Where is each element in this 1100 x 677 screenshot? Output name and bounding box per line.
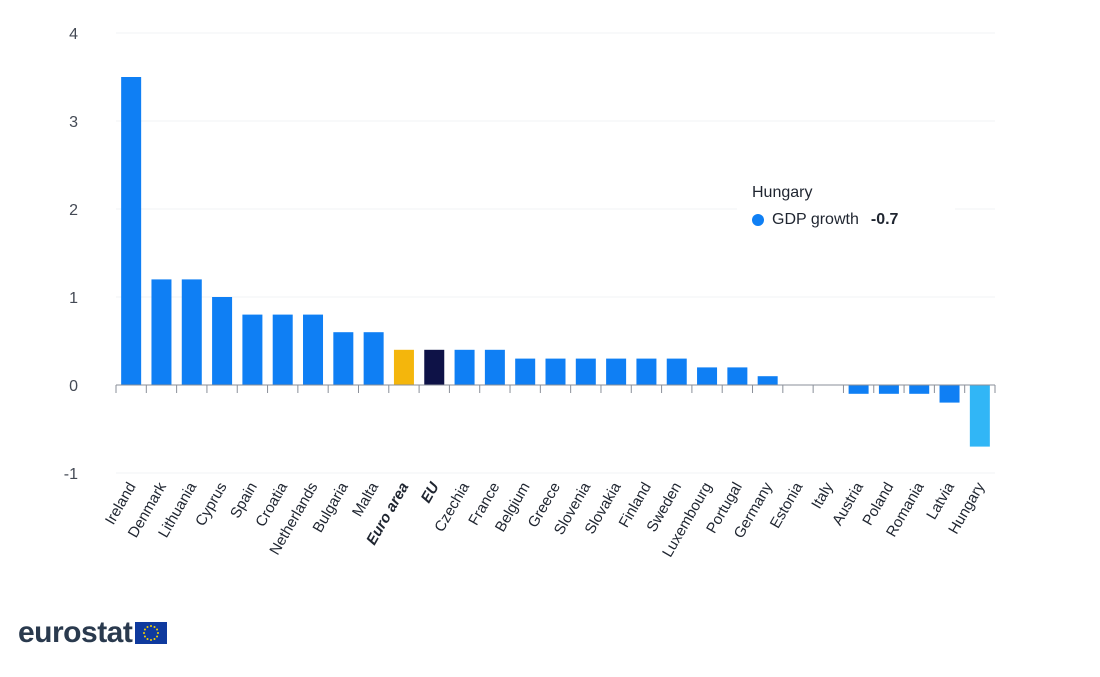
bar-lithuania[interactable] <box>181 279 202 385</box>
bar-slovakia[interactable] <box>606 358 627 385</box>
y-tick-label: 3 <box>69 114 78 131</box>
tooltip: Hungary GDP growth -0.7 <box>737 176 955 264</box>
y-tick-label: 0 <box>69 378 78 395</box>
x-tick-label: EU <box>418 478 444 506</box>
bar-bulgaria[interactable] <box>333 332 354 385</box>
y-axis: -1 0 1 2 3 4 <box>64 26 78 483</box>
bar-malta[interactable] <box>363 332 384 385</box>
flag-star-icon <box>150 639 153 641</box>
flag-star-icon <box>157 632 160 634</box>
bars <box>121 77 990 447</box>
tooltip-value: -0.7 <box>870 211 899 228</box>
bar-netherlands[interactable] <box>303 314 324 385</box>
tooltip-row: GDP growth -0.7 <box>752 211 898 229</box>
flag-star-icon <box>143 632 146 634</box>
bar-spain[interactable] <box>242 314 263 385</box>
tooltip-series-label: GDP growth <box>772 211 859 228</box>
bar-romania[interactable] <box>909 385 930 394</box>
y-tick-label: 4 <box>69 26 78 43</box>
logo-text: eurostat <box>18 616 133 649</box>
x-tick-label: Italy <box>808 479 837 512</box>
grid-lines <box>116 32 995 474</box>
flag-star-icon <box>153 625 156 628</box>
flag-star-icon <box>156 628 159 631</box>
eu-flag-icon <box>135 622 168 644</box>
y-tick-label: -1 <box>64 466 78 483</box>
bar-finland[interactable] <box>636 358 657 385</box>
eurostat-logo[interactable]: eurostat <box>18 616 168 650</box>
bar-sweden[interactable] <box>666 358 687 385</box>
bar-euro-area[interactable] <box>393 349 414 385</box>
series-dot-icon <box>752 214 764 226</box>
flag-star-icon <box>156 635 159 638</box>
flag-star-icon <box>146 625 149 628</box>
bar-latvia[interactable] <box>939 385 960 403</box>
bar-slovenia[interactable] <box>575 358 596 385</box>
bar-croatia[interactable] <box>272 314 293 385</box>
flag-star-icon <box>144 628 147 631</box>
bar-portugal[interactable] <box>727 367 748 385</box>
bar-austria[interactable] <box>848 385 869 394</box>
bar-poland[interactable] <box>878 385 899 394</box>
bar-germany[interactable] <box>757 376 778 385</box>
bar-cyprus[interactable] <box>212 297 233 385</box>
bar-ireland[interactable] <box>121 77 142 385</box>
flag-star-icon <box>144 635 147 638</box>
bar-eu[interactable] <box>424 349 445 385</box>
bar-luxembourg[interactable] <box>697 367 718 385</box>
flag-star-icon <box>150 625 153 627</box>
bar-greece[interactable] <box>545 358 566 385</box>
y-tick-label: 1 <box>69 290 78 307</box>
bar-belgium[interactable] <box>515 358 536 385</box>
y-tick-label: 2 <box>69 202 78 219</box>
bar-france[interactable] <box>484 349 505 385</box>
bar-denmark[interactable] <box>151 279 172 385</box>
bar-hungary[interactable] <box>969 385 990 447</box>
flag-star-icon <box>153 638 156 641</box>
flag-star-icon <box>146 638 149 641</box>
bar-czechia[interactable] <box>454 349 475 385</box>
tooltip-title: Hungary <box>752 184 813 201</box>
